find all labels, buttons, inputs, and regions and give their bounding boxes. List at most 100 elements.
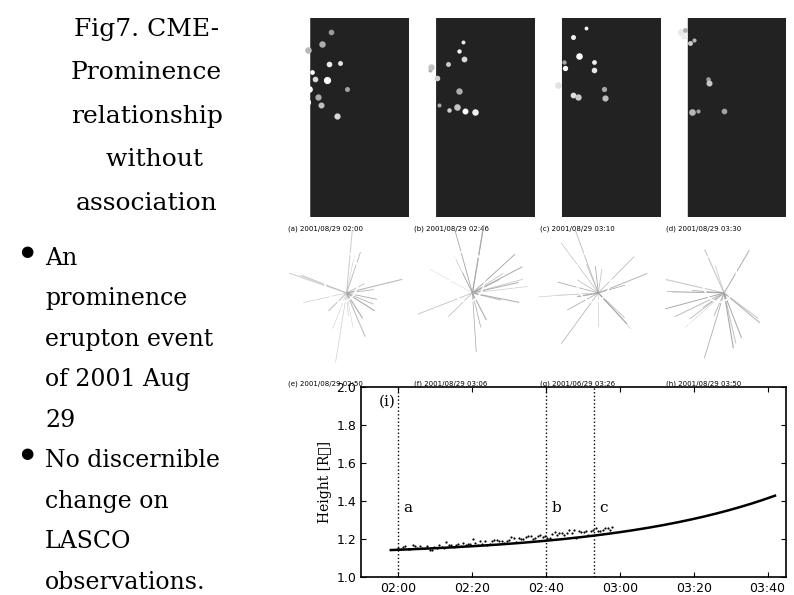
Point <box>588 57 600 67</box>
Point <box>498 538 511 547</box>
Text: LASCO: LASCO <box>45 530 132 553</box>
Text: An: An <box>45 247 77 270</box>
Text: (c) 2001/08/29 03:10: (c) 2001/08/29 03:10 <box>540 225 615 231</box>
Point <box>474 536 487 546</box>
Point <box>479 537 491 546</box>
Point <box>582 530 595 540</box>
Point <box>526 534 539 544</box>
Point <box>553 528 566 537</box>
Point <box>414 541 426 551</box>
Point <box>445 540 457 549</box>
Text: without: without <box>90 148 203 171</box>
Point <box>299 57 312 66</box>
Point <box>491 536 503 545</box>
Text: (g) 2001/06/29 03:26: (g) 2001/06/29 03:26 <box>540 381 615 387</box>
Point <box>302 45 314 55</box>
Polygon shape <box>561 0 723 4</box>
Point <box>293 80 306 89</box>
Point <box>459 540 472 550</box>
Point <box>519 532 532 541</box>
Point <box>426 545 438 555</box>
Point <box>402 544 414 553</box>
Point <box>315 39 328 49</box>
Point <box>572 92 584 102</box>
Text: relationship: relationship <box>71 105 222 128</box>
Point <box>592 527 604 536</box>
Point <box>409 541 422 551</box>
Point <box>573 52 586 61</box>
Point <box>561 528 573 538</box>
Point <box>488 535 501 544</box>
Point <box>589 523 602 533</box>
Point <box>424 62 437 72</box>
Text: (b) 2001/08/29 02:46: (b) 2001/08/29 02:46 <box>414 225 489 231</box>
Point <box>416 543 429 553</box>
Point <box>453 86 466 96</box>
Text: (d) 2001/08/29 03:30: (d) 2001/08/29 03:30 <box>665 225 741 231</box>
Point <box>522 531 534 540</box>
Point <box>507 534 520 543</box>
Point <box>442 541 455 550</box>
Point <box>303 84 315 93</box>
Point <box>418 543 431 553</box>
Polygon shape <box>435 0 597 4</box>
Point <box>558 63 571 73</box>
Point <box>300 98 313 108</box>
Point <box>599 523 611 533</box>
Point <box>301 97 314 107</box>
Point <box>534 530 546 540</box>
Text: ●: ● <box>20 244 33 259</box>
Polygon shape <box>561 0 723 317</box>
Text: (h) 2001/08/29 03:50: (h) 2001/08/29 03:50 <box>665 381 741 387</box>
Point <box>306 67 318 77</box>
Point <box>512 533 525 543</box>
Point <box>325 27 337 37</box>
Point <box>315 100 328 109</box>
Point <box>333 58 346 67</box>
Polygon shape <box>435 0 597 317</box>
Text: change on: change on <box>45 490 168 513</box>
Point <box>684 39 696 48</box>
Point <box>443 105 456 115</box>
Text: Prominence: Prominence <box>71 61 222 84</box>
Text: 29: 29 <box>45 409 75 432</box>
Text: c: c <box>599 501 608 515</box>
Point <box>587 525 599 535</box>
Text: No discernible: No discernible <box>45 449 220 472</box>
Y-axis label: Height [R☉]: Height [R☉] <box>318 441 333 523</box>
Point <box>557 57 570 66</box>
Point <box>447 543 460 552</box>
Point <box>572 526 585 536</box>
Point <box>331 111 344 120</box>
Point <box>454 541 467 551</box>
Point <box>565 528 578 538</box>
Point <box>395 544 407 554</box>
Point <box>677 31 690 40</box>
Point <box>701 74 714 84</box>
Point <box>440 538 453 547</box>
Point <box>558 530 571 540</box>
Point <box>538 531 551 541</box>
Point <box>468 107 481 117</box>
Text: ●: ● <box>20 446 33 461</box>
Point <box>517 535 530 544</box>
Point <box>428 543 441 552</box>
Point <box>433 540 445 550</box>
Point <box>594 527 607 536</box>
Point <box>322 59 335 68</box>
Point <box>529 533 542 542</box>
Text: Fig7. CME-: Fig7. CME- <box>74 18 219 41</box>
Point <box>601 524 614 533</box>
Point <box>464 540 476 549</box>
Point <box>584 527 597 536</box>
Point <box>457 37 470 47</box>
Point <box>308 74 321 83</box>
Point <box>588 65 600 74</box>
Text: (f) 2001/08/29 03:06: (f) 2001/08/29 03:06 <box>414 381 488 387</box>
Point <box>449 541 462 550</box>
Point <box>435 543 448 552</box>
Text: of 2001 Aug: of 2001 Aug <box>45 368 191 392</box>
Text: (a) 2001/08/29 02:00: (a) 2001/08/29 02:00 <box>288 225 363 231</box>
Point <box>458 107 471 116</box>
Point <box>567 33 580 42</box>
